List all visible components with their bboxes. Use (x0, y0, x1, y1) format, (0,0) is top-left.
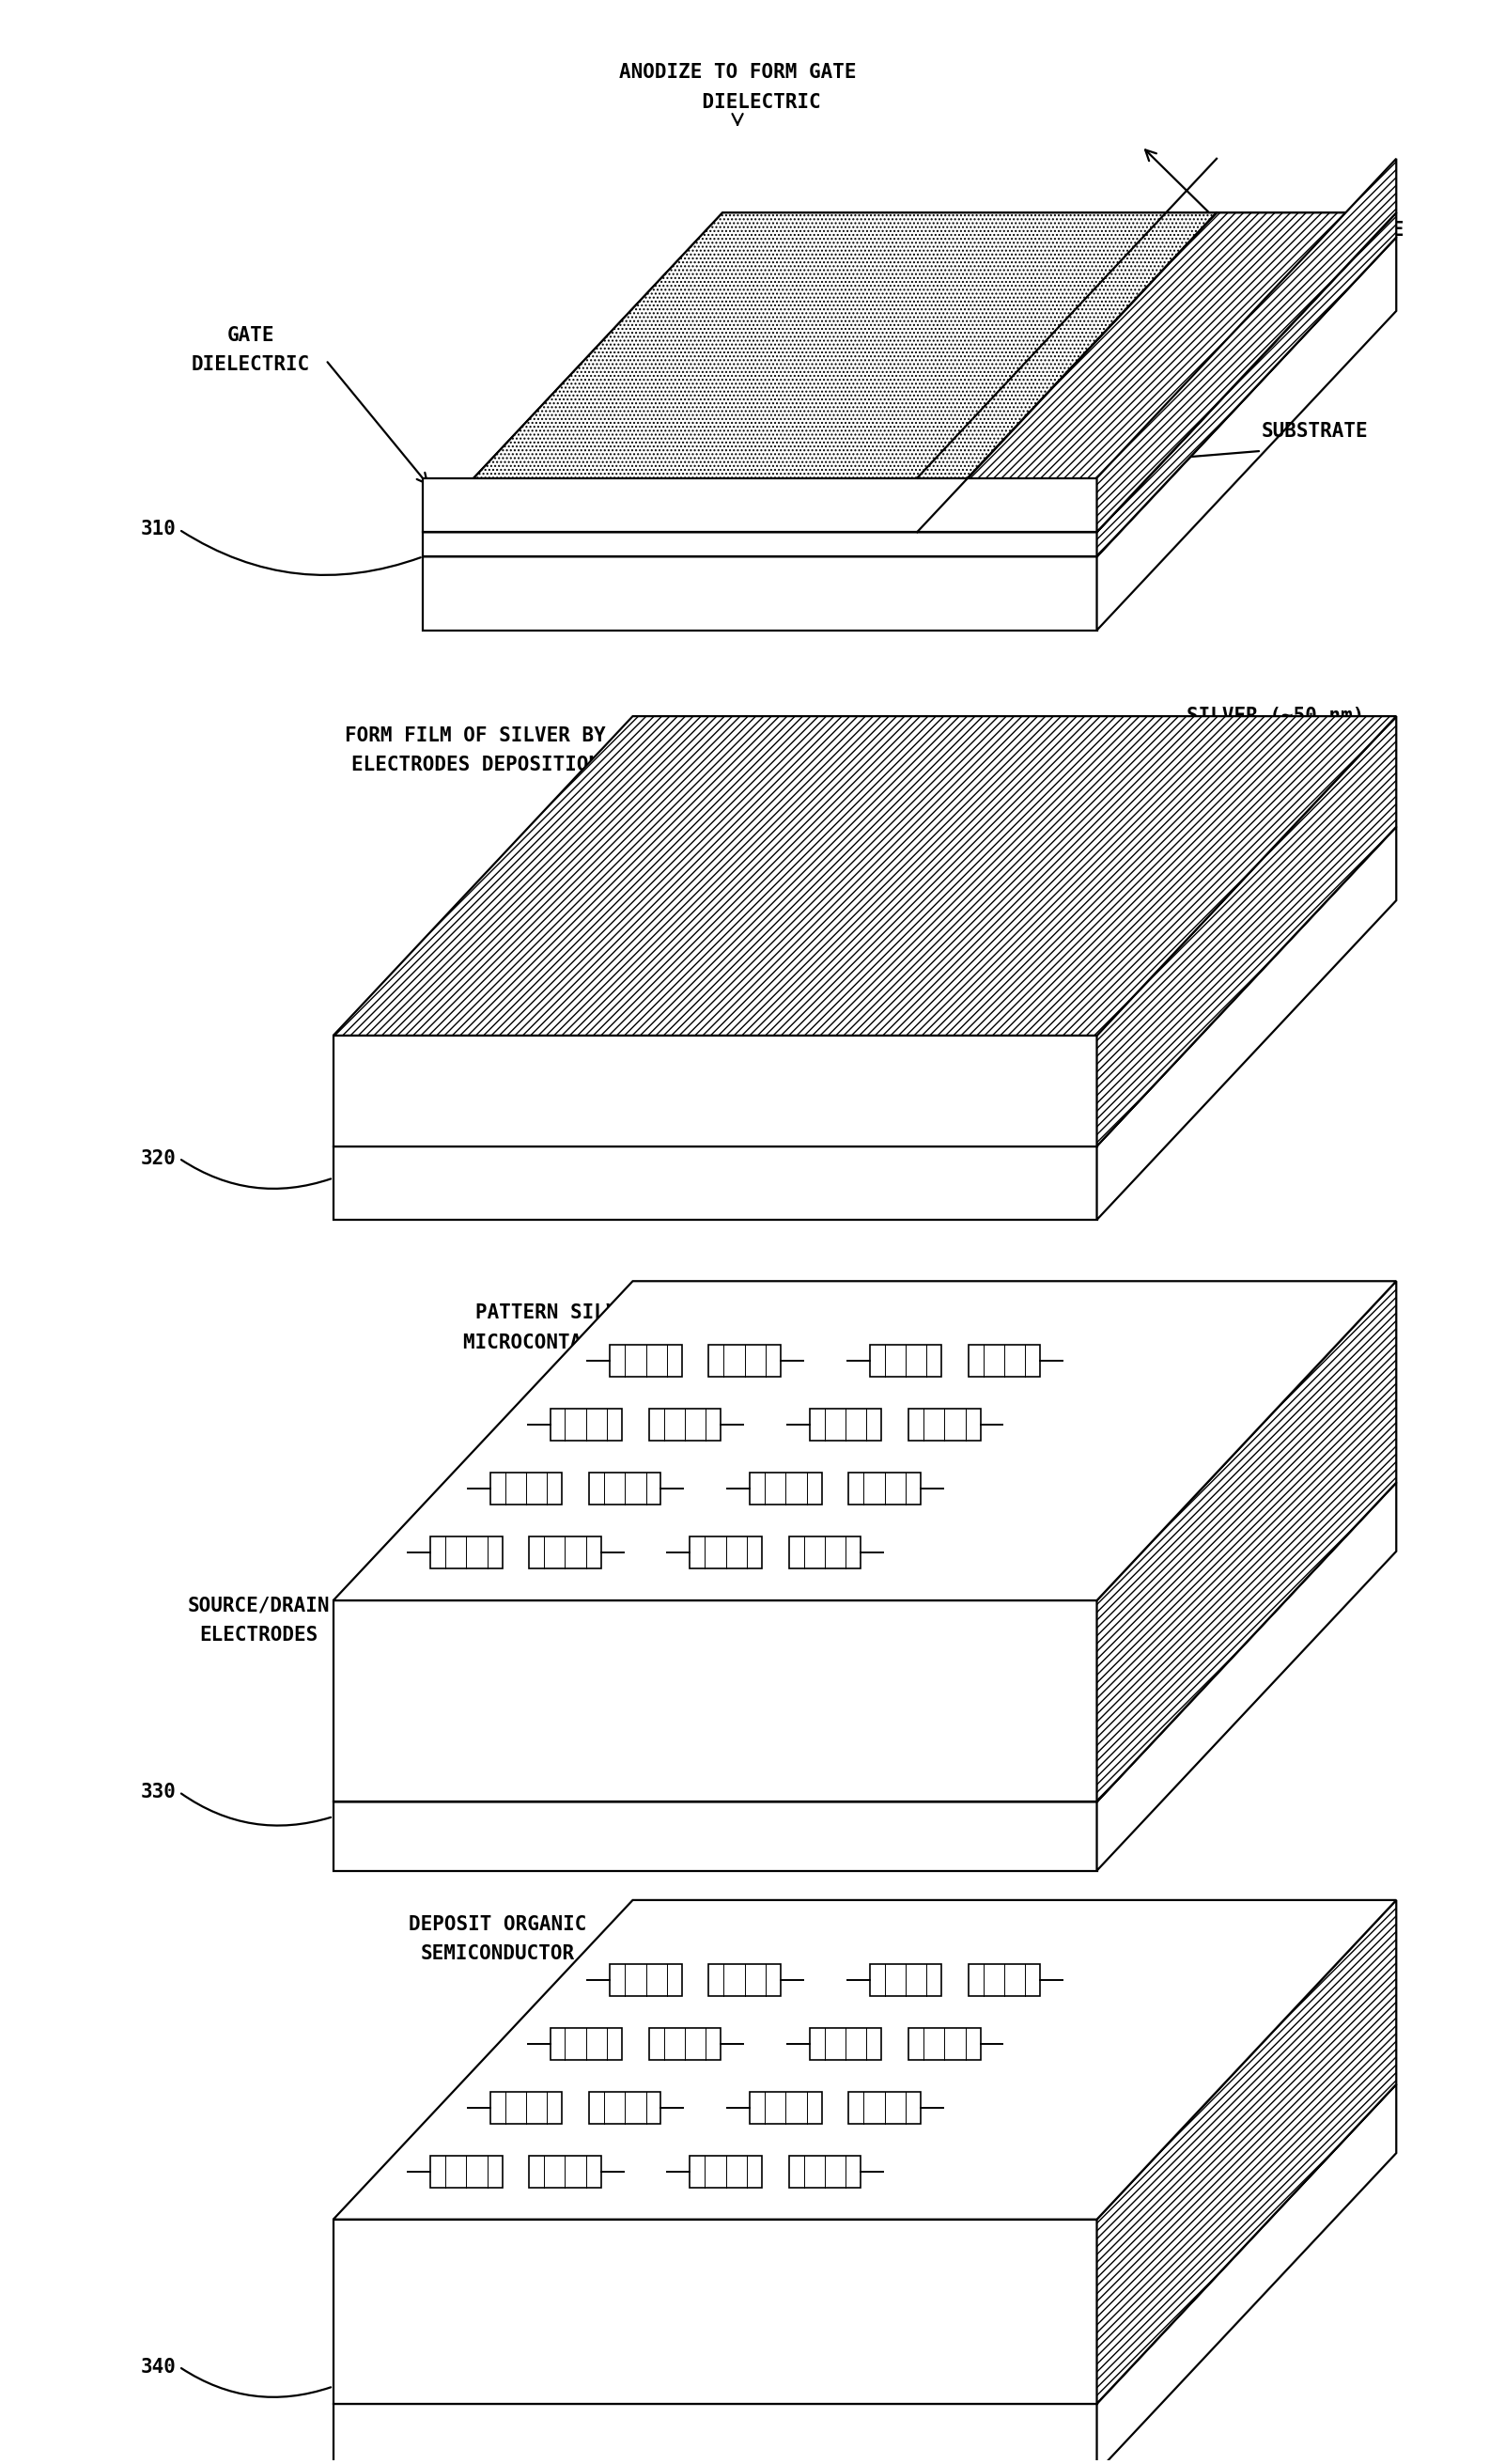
Polygon shape (333, 2085, 1397, 2402)
Polygon shape (551, 1409, 622, 1441)
Text: ANODIZE TO FORM GATE: ANODIZE TO FORM GATE (619, 64, 856, 81)
Polygon shape (430, 1538, 503, 1570)
Polygon shape (551, 2028, 622, 2060)
Polygon shape (423, 212, 1216, 532)
Polygon shape (491, 1473, 561, 1506)
Polygon shape (968, 1964, 1040, 1996)
Polygon shape (588, 2092, 661, 2124)
Polygon shape (333, 1900, 1397, 2220)
Text: ELECTRODES: ELECTRODES (199, 1626, 318, 1643)
Polygon shape (849, 2092, 921, 2124)
Polygon shape (333, 1281, 1397, 1602)
Polygon shape (709, 1964, 781, 1996)
Polygon shape (333, 717, 1397, 1035)
Polygon shape (333, 1801, 1097, 1870)
Polygon shape (333, 1035, 1097, 1146)
Polygon shape (333, 2220, 1097, 2402)
Polygon shape (333, 2402, 1097, 2464)
Text: EXPOSED GATE: EXPOSED GATE (1261, 219, 1404, 239)
Polygon shape (689, 2156, 762, 2188)
Text: ELECTRODES DEPOSITION: ELECTRODES DEPOSITION (351, 756, 600, 774)
Polygon shape (810, 1409, 882, 1441)
Text: SOURCE/DRAIN: SOURCE/DRAIN (187, 1597, 330, 1614)
Polygon shape (909, 2028, 980, 2060)
Text: GATE: GATE (227, 325, 275, 345)
Polygon shape (423, 237, 1397, 557)
Text: SEMICONDUCTOR: SEMICONDUCTOR (1190, 1915, 1345, 1934)
Polygon shape (1097, 237, 1397, 631)
Polygon shape (430, 2156, 503, 2188)
Polygon shape (423, 532, 1097, 557)
Text: 310: 310 (140, 520, 176, 540)
Polygon shape (789, 1538, 861, 1570)
Polygon shape (423, 478, 1097, 532)
Text: (~50 nm): (~50 nm) (1190, 1944, 1287, 1964)
Polygon shape (870, 1964, 942, 1996)
Polygon shape (789, 2156, 861, 2188)
Text: 320: 320 (140, 1148, 176, 1168)
Text: 330: 330 (140, 1781, 176, 1801)
Polygon shape (1097, 1281, 1397, 1801)
Polygon shape (1097, 1483, 1397, 1870)
Polygon shape (610, 1345, 682, 1377)
Polygon shape (1097, 2085, 1397, 2464)
Polygon shape (1097, 717, 1397, 1146)
Text: 340: 340 (140, 2358, 176, 2375)
Polygon shape (749, 2092, 822, 2124)
Text: DIELECTRIC: DIELECTRIC (191, 355, 310, 375)
Polygon shape (689, 1538, 762, 1570)
Polygon shape (849, 1473, 921, 1506)
Polygon shape (1097, 1900, 1397, 2402)
Polygon shape (709, 1345, 781, 1377)
Text: SILVER (~50 nm): SILVER (~50 nm) (1186, 707, 1365, 724)
Polygon shape (649, 2028, 721, 2060)
Polygon shape (530, 2156, 600, 2188)
Polygon shape (610, 1964, 682, 1996)
Polygon shape (909, 1409, 980, 1441)
Polygon shape (423, 557, 1097, 631)
Polygon shape (749, 1473, 822, 1506)
Polygon shape (530, 1538, 600, 1570)
Polygon shape (1097, 212, 1397, 557)
Text: DIELECTRIC: DIELECTRIC (655, 94, 820, 111)
Polygon shape (588, 1473, 661, 1506)
Polygon shape (333, 1146, 1097, 1220)
Polygon shape (810, 2028, 882, 2060)
Text: PATTERN SILVER WITH: PATTERN SILVER WITH (476, 1303, 700, 1323)
Polygon shape (333, 1602, 1097, 1801)
Text: MICROCONTACT PRINTING: MICROCONTACT PRINTING (464, 1333, 712, 1353)
Polygon shape (649, 1409, 721, 1441)
Text: FORM FILM OF SILVER BY: FORM FILM OF SILVER BY (345, 727, 607, 744)
Text: DEPOSIT ORGANIC: DEPOSIT ORGANIC (409, 1915, 587, 1934)
Polygon shape (968, 1345, 1040, 1377)
Polygon shape (917, 212, 1397, 532)
Polygon shape (333, 828, 1397, 1146)
Polygon shape (1097, 828, 1397, 1220)
Text: SEMICONDUCTOR: SEMICONDUCTOR (421, 1944, 575, 1964)
Polygon shape (333, 1483, 1397, 1801)
Polygon shape (491, 2092, 561, 2124)
Polygon shape (1097, 158, 1397, 532)
Text: SUBSTRATE: SUBSTRATE (1261, 421, 1368, 441)
Polygon shape (870, 1345, 942, 1377)
Polygon shape (423, 212, 1397, 532)
